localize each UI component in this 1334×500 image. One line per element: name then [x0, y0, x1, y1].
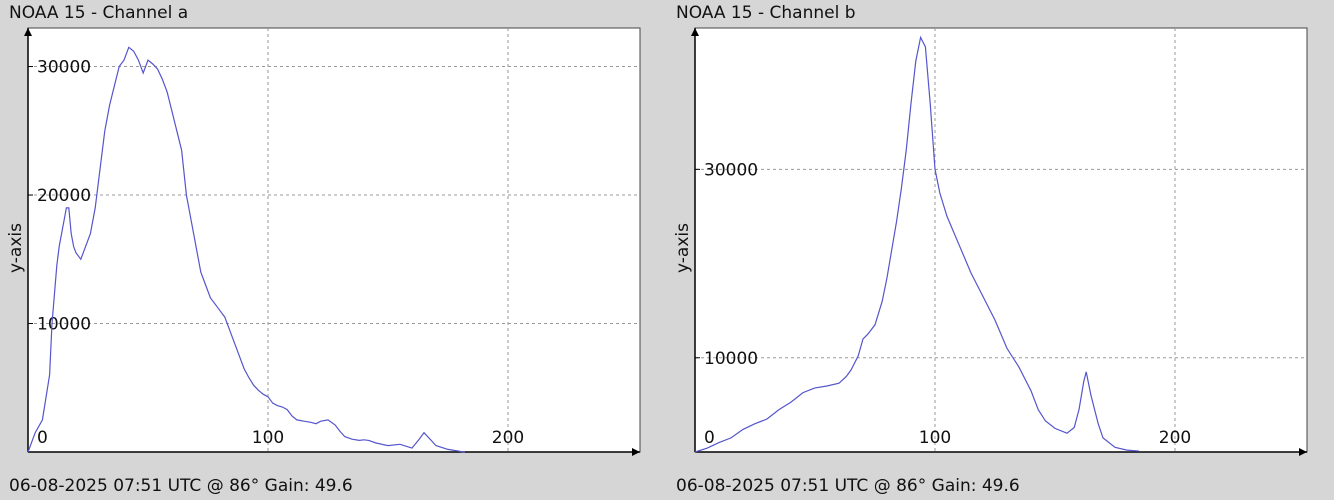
y-axis-label: y-axis	[673, 223, 693, 273]
chart-panel-b: NOAA 15 - Channel b 10000 30000 0 100 200 y-a…	[667, 0, 1317, 500]
y-tick-label: 30000	[704, 160, 758, 180]
y-tick-label: 20000	[37, 186, 91, 206]
y-tick-label: 10000	[704, 349, 758, 369]
y-tick-label: 30000	[37, 58, 91, 78]
series-line	[694, 35, 1140, 453]
y-axis-arrow	[691, 28, 699, 36]
x-tick-label: 200	[492, 428, 524, 448]
chart-a-plot: 10000 20000 30000 0 100 200 y-axis	[6, 27, 641, 456]
plot-area	[694, 27, 1308, 453]
x-tick-label: 100	[252, 428, 284, 448]
chart-title: NOAA 15 - Channel a	[9, 3, 189, 23]
y-axis-arrow	[24, 28, 32, 36]
chart-panel-a: NOAA 15 - Channel a 10000 20000 30000 0 100 2…	[0, 0, 650, 500]
x-axis-arrow	[1299, 448, 1307, 456]
y-axis-label: y-axis	[6, 223, 26, 273]
x-tick-label: 0	[704, 428, 715, 448]
y-tick-label: 10000	[37, 315, 91, 335]
chart-b-plot: 10000 30000 0 100 200 y-axis	[673, 27, 1308, 456]
x-tick-label: 200	[1159, 428, 1191, 448]
chart-title: NOAA 15 - Channel b	[676, 3, 856, 23]
chart-footer: 06-08-2025 07:51 UTC @ 86° Gain: 49.6	[676, 476, 1020, 496]
x-tick-label: 100	[919, 428, 951, 448]
x-axis-arrow	[632, 448, 640, 456]
chart-footer: 06-08-2025 07:51 UTC @ 86° Gain: 49.6	[9, 476, 353, 496]
x-tick-label: 0	[37, 428, 48, 448]
plot-area	[27, 27, 641, 453]
series-line	[27, 46, 465, 453]
